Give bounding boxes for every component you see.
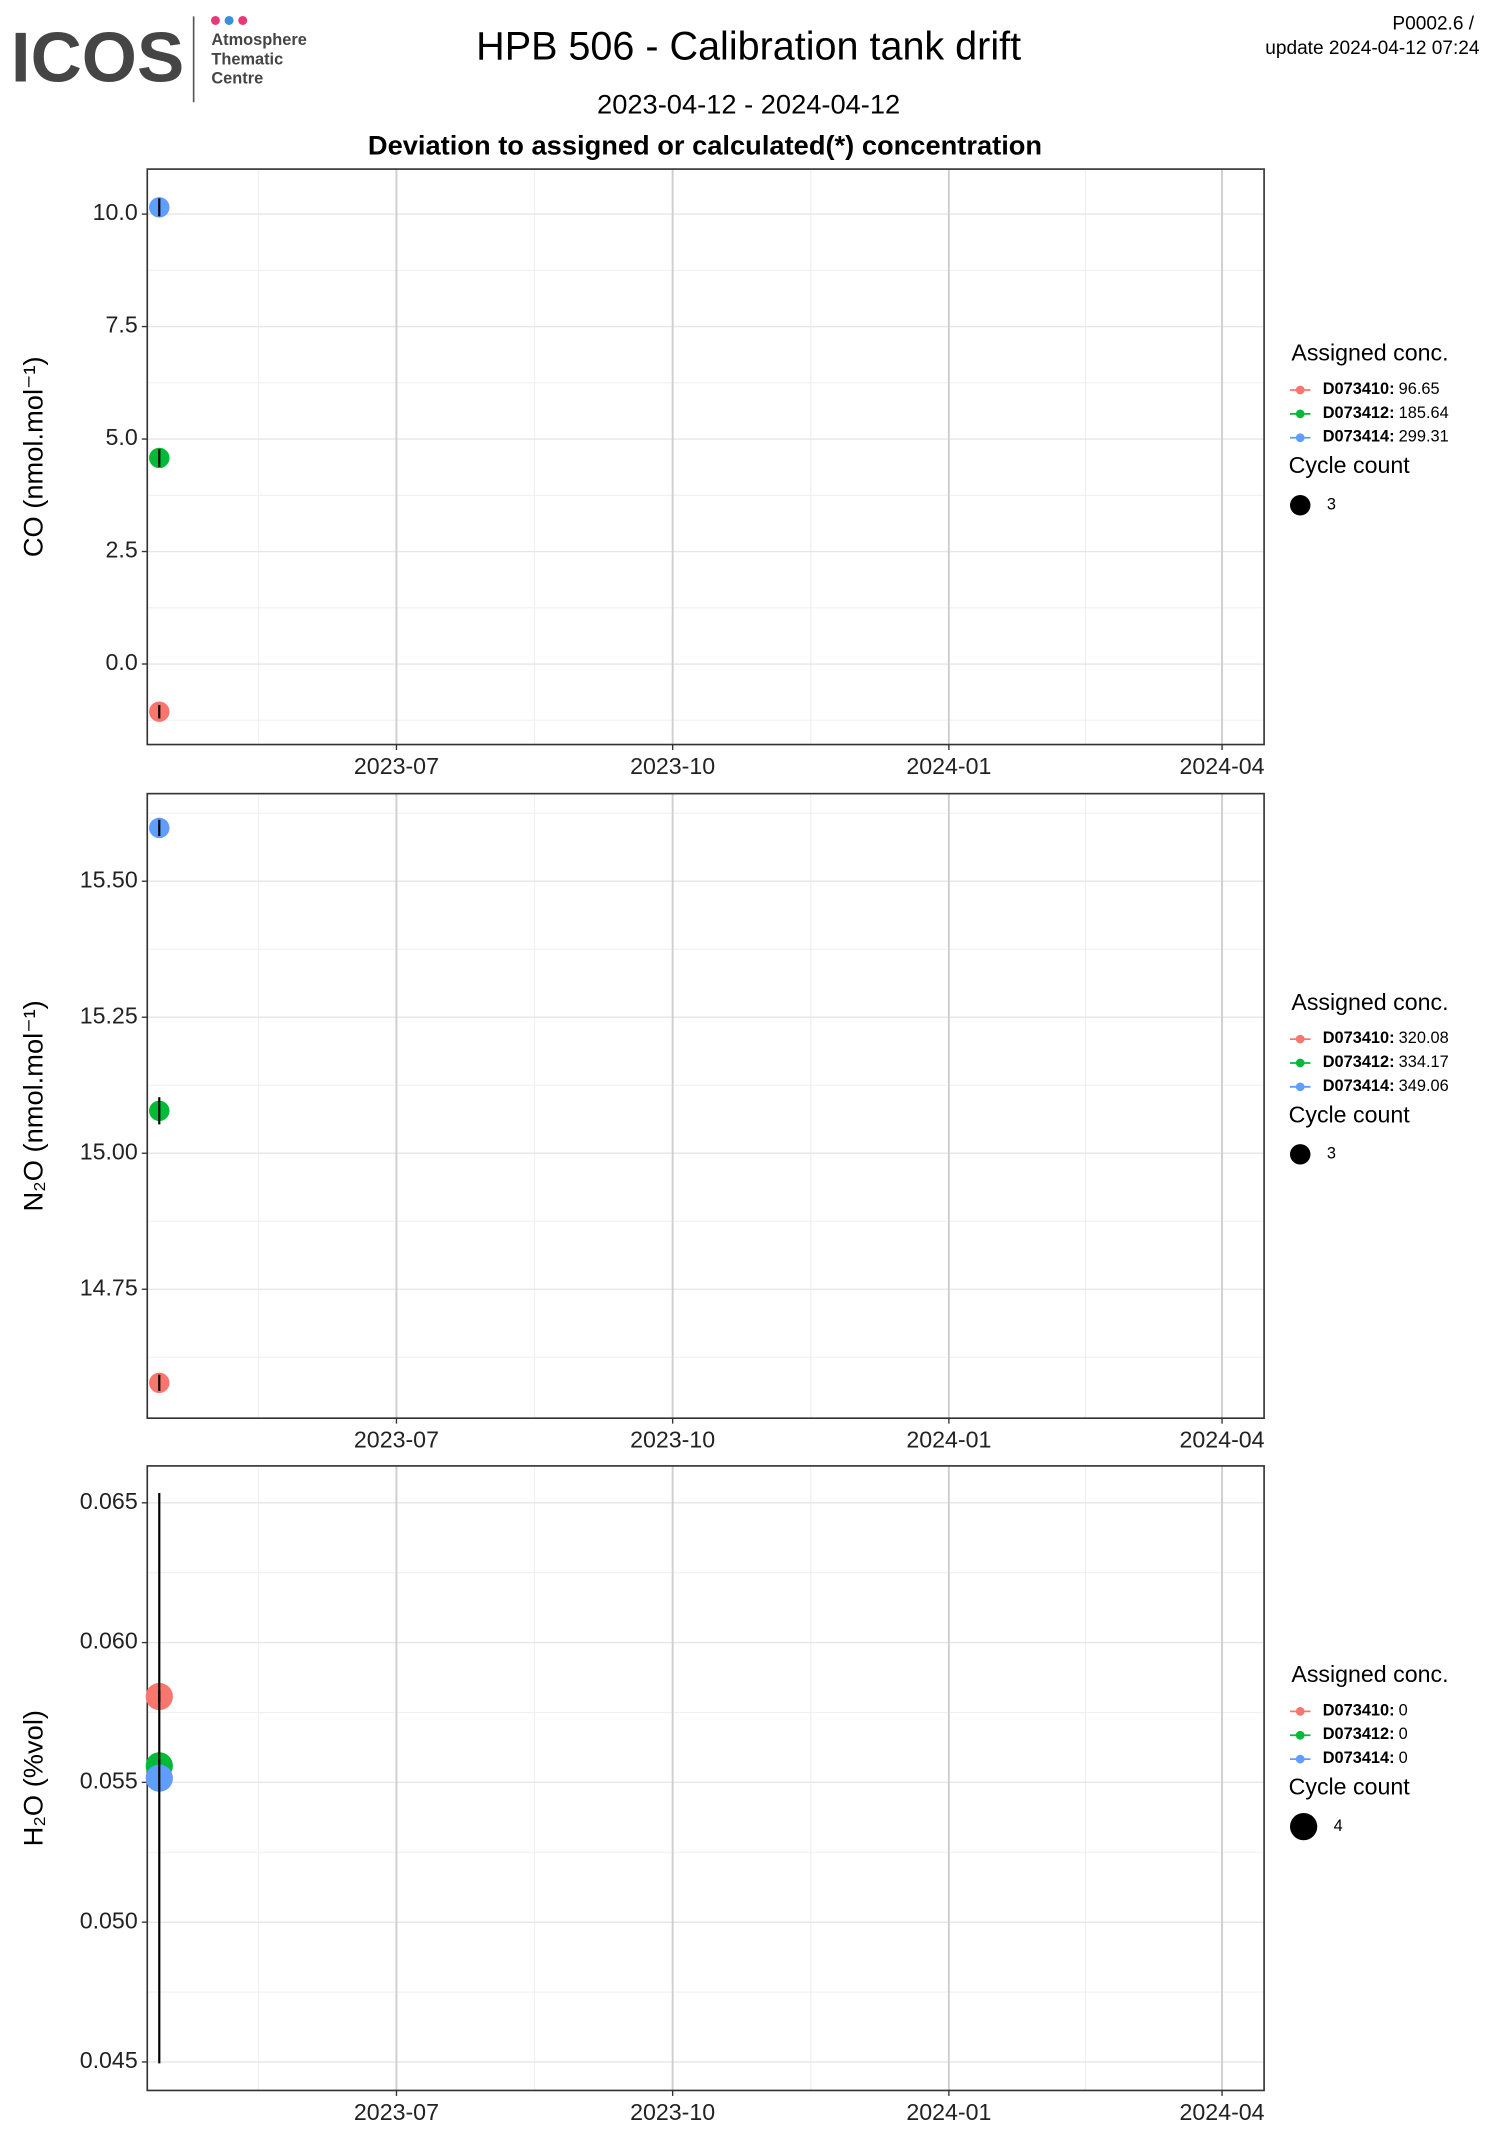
size-label: 3 bbox=[1327, 496, 1336, 514]
legend-entry: D073414: 299.31 bbox=[1323, 428, 1449, 446]
y-tick-label: 0.060 bbox=[80, 1628, 138, 1654]
legend-key bbox=[1295, 1707, 1305, 1716]
x-tick-label: 2023-10 bbox=[630, 1426, 715, 1452]
logo-text: Atmosphere bbox=[211, 31, 306, 49]
legend-title: Assigned conc. bbox=[1291, 989, 1448, 1015]
subtitle: Deviation to assigned or calculated(*) c… bbox=[368, 129, 1042, 160]
legend-key bbox=[1295, 433, 1305, 443]
legend-key bbox=[1295, 1058, 1305, 1068]
legend-name: D073410: bbox=[1323, 380, 1395, 398]
size-label: 4 bbox=[1334, 1817, 1343, 1835]
legend-key bbox=[1295, 1034, 1305, 1044]
legend-value: 320.08 bbox=[1399, 1029, 1449, 1047]
period: 2023-04-12 - 2024-04-12 bbox=[597, 89, 900, 120]
y-tick-label: 15.00 bbox=[80, 1138, 138, 1164]
legend-key bbox=[1295, 385, 1305, 395]
legend-name: D073410: bbox=[1323, 1029, 1395, 1047]
x-tick-label: 2024-01 bbox=[906, 2099, 991, 2125]
y-tick-label: 0.065 bbox=[80, 1488, 138, 1514]
x-tick-label: 2023-10 bbox=[630, 753, 715, 779]
y-tick-label: 0.045 bbox=[80, 2047, 138, 2073]
legend-entry: D073412: 185.64 bbox=[1323, 404, 1449, 422]
x-tick-label: 2023-07 bbox=[354, 753, 439, 779]
y-tick-label: 7.5 bbox=[106, 312, 138, 338]
legend-entry: D073414: 0 bbox=[1323, 1749, 1408, 1767]
y-tick-label: 15.50 bbox=[80, 866, 138, 892]
plot-area bbox=[147, 793, 1265, 1419]
logo-text: Centre bbox=[211, 69, 263, 87]
legend-title: Assigned conc. bbox=[1291, 1661, 1448, 1687]
legend-value: 185.64 bbox=[1399, 404, 1449, 422]
legend-name: D073412: bbox=[1323, 1053, 1395, 1071]
y-tick-label: 10.0 bbox=[93, 199, 138, 225]
legend-value: 0 bbox=[1399, 1726, 1408, 1744]
x-tick-label: 2023-10 bbox=[630, 2099, 715, 2125]
legend-entry: D073412: 334.17 bbox=[1323, 1053, 1449, 1071]
plot-border bbox=[146, 168, 1265, 746]
legend-entry: D073412: 0 bbox=[1323, 1726, 1408, 1744]
x-tick-label: 2024-04 bbox=[1180, 1426, 1265, 1452]
legend-entry: D073410: 0 bbox=[1323, 1702, 1408, 1720]
legend-value: 349.06 bbox=[1399, 1077, 1449, 1095]
x-tick-label: 2024-04 bbox=[1180, 753, 1265, 779]
plot-area bbox=[147, 1465, 1265, 2091]
legend-value: 299.31 bbox=[1399, 428, 1449, 446]
x-tick-label: 2024-04 bbox=[1180, 2099, 1265, 2125]
legend-value: 0 bbox=[1399, 1702, 1408, 1720]
legend-key bbox=[1295, 1082, 1305, 1092]
y-axis-label: CO (nmol.mol⁻¹) bbox=[18, 356, 49, 557]
y-tick-label: 0.050 bbox=[80, 1907, 138, 1933]
logo-dot bbox=[224, 15, 234, 25]
legend-name: D073414: bbox=[1323, 1077, 1395, 1095]
legend-entry: D073410: 96.65 bbox=[1323, 380, 1440, 398]
logo-text: Thematic bbox=[211, 50, 283, 68]
y-tick-label: 0.055 bbox=[80, 1768, 138, 1794]
legend-name: D073414: bbox=[1323, 428, 1395, 446]
size-label: 3 bbox=[1327, 1145, 1336, 1163]
legend-key bbox=[1295, 1730, 1305, 1740]
size-key bbox=[1290, 1812, 1318, 1841]
logo: ICOS bbox=[11, 18, 184, 97]
x-tick-label: 2023-07 bbox=[354, 2099, 439, 2125]
y-tick-label: 15.25 bbox=[80, 1002, 138, 1028]
logo-dot bbox=[238, 15, 248, 25]
legend-value: 0 bbox=[1399, 1749, 1408, 1767]
version: P0002.6 / bbox=[1392, 14, 1474, 35]
legend-key bbox=[1295, 409, 1305, 419]
title: HPB 506 - Calibration tank drift bbox=[476, 25, 1021, 69]
logo-dot bbox=[210, 15, 220, 25]
legend-value: 334.17 bbox=[1399, 1053, 1449, 1071]
x-tick-label: 2023-07 bbox=[354, 1426, 439, 1452]
legend-key bbox=[1295, 1754, 1305, 1764]
y-axis-label: H₂O (%vol) bbox=[18, 1710, 49, 1846]
y-tick-label: 5.0 bbox=[106, 424, 138, 450]
size-key bbox=[1290, 1144, 1311, 1165]
plot-border bbox=[146, 792, 1265, 1419]
y-axis-label: N₂O (nmol.mol⁻¹) bbox=[18, 1000, 49, 1211]
legend-name: D073412: bbox=[1323, 1726, 1395, 1744]
legend-title: Cycle count bbox=[1289, 452, 1411, 478]
x-tick-label: 2024-01 bbox=[906, 1426, 991, 1452]
y-tick-label: 0.0 bbox=[106, 649, 138, 675]
legend-name: D073414: bbox=[1323, 1749, 1395, 1767]
legend-value: 96.65 bbox=[1399, 380, 1440, 398]
y-tick-label: 2.5 bbox=[106, 537, 138, 563]
legend-title: Cycle count bbox=[1289, 1774, 1411, 1800]
x-tick-label: 2024-01 bbox=[906, 753, 991, 779]
legend-name: D073410: bbox=[1323, 1702, 1395, 1720]
y-tick-label: 14.75 bbox=[80, 1274, 138, 1300]
legend-title: Cycle count bbox=[1289, 1101, 1411, 1127]
legend-entry: D073414: 349.06 bbox=[1323, 1077, 1449, 1095]
plot-area bbox=[147, 169, 1265, 745]
size-key bbox=[1290, 495, 1311, 516]
legend-name: D073412: bbox=[1323, 404, 1395, 422]
legend-title: Assigned conc. bbox=[1291, 340, 1448, 366]
update: update 2024-04-12 07:24 bbox=[1265, 38, 1480, 59]
legend-entry: D073410: 320.08 bbox=[1323, 1029, 1449, 1047]
